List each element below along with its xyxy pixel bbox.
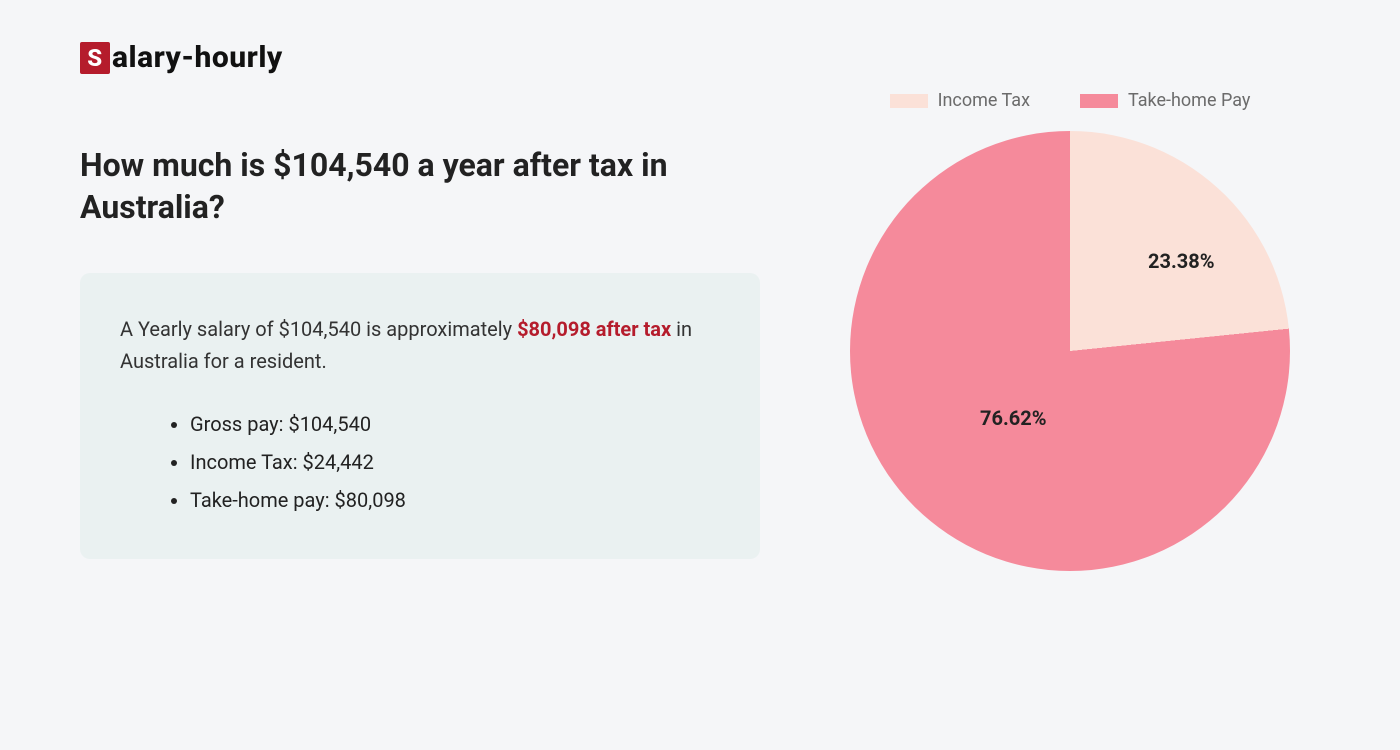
pie-label-income-tax: 23.38% <box>1148 249 1214 273</box>
chart-legend: Income Tax Take-home Pay <box>890 90 1251 111</box>
pie-label-take-home: 76.62% <box>980 406 1046 430</box>
pie-circle <box>850 131 1290 571</box>
bullet-income-tax: Income Tax: $24,442 <box>190 443 720 481</box>
summary-bullets: Gross pay: $104,540 Income Tax: $24,442 … <box>120 405 720 519</box>
legend-item-take-home: Take-home Pay <box>1080 90 1250 111</box>
logo-text: alary-hourly <box>112 40 283 75</box>
summary-card: A Yearly salary of $104,540 is approxima… <box>80 273 760 559</box>
right-column: Income Tax Take-home Pay 23.38% 76.62% <box>820 40 1320 710</box>
legend-swatch-income-tax <box>890 94 928 108</box>
left-column: Salary-hourly How much is $104,540 a yea… <box>80 40 760 710</box>
bullet-gross-pay: Gross pay: $104,540 <box>190 405 720 443</box>
page-title: How much is $104,540 a year after tax in… <box>80 145 680 228</box>
logo-mark: S <box>80 42 110 74</box>
summary-pre: A Yearly salary of $104,540 is approxima… <box>120 317 517 341</box>
summary-highlight: $80,098 after tax <box>517 317 671 341</box>
legend-swatch-take-home <box>1080 94 1118 108</box>
legend-item-income-tax: Income Tax <box>890 90 1030 111</box>
page-container: Salary-hourly How much is $104,540 a yea… <box>0 0 1400 750</box>
bullet-take-home: Take-home pay: $80,098 <box>190 481 720 519</box>
legend-label-take-home: Take-home Pay <box>1128 90 1250 111</box>
site-logo: Salary-hourly <box>80 40 760 75</box>
pie-chart: 23.38% 76.62% <box>850 131 1290 571</box>
legend-label-income-tax: Income Tax <box>938 90 1030 111</box>
summary-text: A Yearly salary of $104,540 is approxima… <box>120 313 720 377</box>
